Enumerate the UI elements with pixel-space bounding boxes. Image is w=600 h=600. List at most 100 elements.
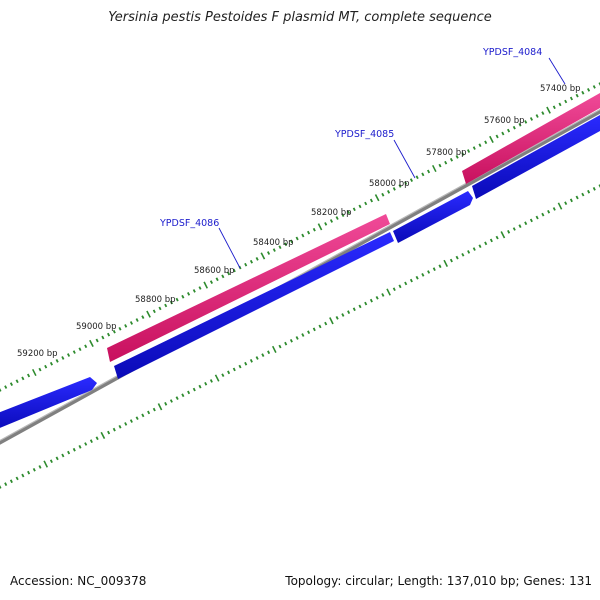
minor-tick bbox=[118, 424, 122, 429]
minor-tick bbox=[181, 294, 185, 299]
minor-tick bbox=[187, 291, 191, 296]
summary-text: Topology: circular; Length: 137,010 bp; … bbox=[285, 574, 592, 588]
minor-tick bbox=[61, 356, 65, 360]
minor-tick bbox=[289, 338, 293, 343]
minor-tick bbox=[375, 295, 379, 300]
minor-tick bbox=[267, 251, 271, 255]
minor-tick bbox=[261, 353, 265, 358]
minor-tick bbox=[575, 93, 579, 98]
minor-tick bbox=[415, 275, 419, 280]
minor-tick bbox=[547, 209, 551, 214]
minor-tick bbox=[461, 152, 465, 156]
minor-tick bbox=[358, 204, 362, 209]
minor-tick bbox=[0, 485, 2, 489]
minor-tick bbox=[232, 268, 236, 273]
minor-tick bbox=[301, 233, 305, 238]
minor-tick bbox=[529, 218, 533, 223]
minor-tick bbox=[135, 318, 139, 322]
major-tick bbox=[100, 431, 106, 439]
minor-tick bbox=[524, 221, 528, 226]
minor-tick bbox=[129, 321, 133, 325]
minor-tick bbox=[324, 321, 328, 326]
minor-tick bbox=[455, 255, 459, 260]
gene-bar-reverse[interactable] bbox=[472, 115, 600, 199]
minor-tick bbox=[312, 327, 316, 332]
minor-tick bbox=[535, 215, 539, 220]
minor-tick bbox=[38, 367, 42, 372]
minor-tick bbox=[495, 134, 499, 139]
minor-tick bbox=[21, 376, 25, 381]
leader-line bbox=[548, 57, 566, 85]
gene-bar-reverse[interactable] bbox=[393, 191, 473, 243]
tick-label: 57400 bp bbox=[540, 84, 581, 94]
gene-label[interactable]: YPDSF_4084 bbox=[482, 47, 542, 58]
tick-label: 59000 bp bbox=[76, 322, 117, 332]
minor-tick bbox=[312, 227, 316, 232]
minor-tick bbox=[472, 146, 476, 150]
minor-tick bbox=[192, 387, 196, 392]
minor-tick bbox=[347, 210, 351, 215]
minor-tick bbox=[95, 338, 99, 343]
minor-tick bbox=[352, 207, 356, 212]
minor-tick bbox=[95, 436, 99, 441]
minor-tick bbox=[255, 356, 259, 360]
major-tick bbox=[500, 231, 506, 239]
minor-tick bbox=[78, 347, 82, 352]
minor-tick bbox=[112, 427, 116, 432]
tick-label: 57600 bp bbox=[484, 116, 525, 126]
major-tick bbox=[317, 223, 323, 231]
major-tick bbox=[214, 374, 220, 382]
inner-ruler bbox=[0, 184, 600, 489]
minor-tick bbox=[592, 187, 596, 191]
minor-tick bbox=[209, 379, 213, 383]
gene-bar-reverse[interactable] bbox=[0, 377, 97, 432]
minor-tick bbox=[27, 373, 31, 378]
minor-tick bbox=[575, 195, 579, 200]
minor-tick bbox=[518, 224, 522, 228]
gene-bar-forward[interactable] bbox=[462, 93, 600, 184]
minor-tick bbox=[129, 419, 133, 423]
minor-tick bbox=[541, 212, 545, 217]
gene-label[interactable]: YPDSF_4086 bbox=[159, 218, 219, 229]
major-tick bbox=[146, 310, 151, 318]
minor-tick bbox=[512, 125, 516, 130]
major-tick bbox=[271, 345, 277, 353]
minor-tick bbox=[61, 453, 65, 458]
minor-tick bbox=[9, 479, 13, 484]
reverse-strand-genes[interactable] bbox=[0, 115, 600, 432]
minor-tick bbox=[158, 306, 162, 311]
minor-tick bbox=[592, 85, 596, 89]
major-tick bbox=[43, 460, 49, 468]
minor-tick bbox=[307, 330, 311, 335]
minor-tick bbox=[152, 407, 156, 412]
minor-tick bbox=[267, 350, 271, 355]
minor-tick bbox=[535, 114, 539, 118]
minor-tick bbox=[232, 367, 236, 372]
minor-tick bbox=[198, 286, 202, 290]
minor-tick bbox=[438, 163, 442, 168]
minor-tick bbox=[118, 326, 122, 331]
tick-label: 58000 bp bbox=[369, 179, 410, 189]
major-tick bbox=[157, 403, 163, 411]
minor-tick bbox=[392, 287, 396, 292]
major-tick bbox=[431, 164, 437, 173]
minor-tick bbox=[421, 272, 425, 277]
minor-tick bbox=[461, 252, 465, 257]
minor-tick bbox=[284, 341, 288, 346]
minor-tick bbox=[4, 385, 8, 389]
minor-tick bbox=[164, 402, 168, 406]
gene-bar-forward[interactable] bbox=[107, 214, 390, 362]
minor-tick bbox=[124, 324, 128, 328]
minor-tick bbox=[587, 87, 591, 92]
gene-label[interactable]: YPDSF_4085 bbox=[334, 129, 394, 140]
minor-tick bbox=[581, 192, 585, 197]
gene-bar-reverse[interactable] bbox=[114, 232, 394, 379]
minor-tick bbox=[335, 216, 339, 220]
minor-tick bbox=[198, 384, 202, 389]
minor-tick bbox=[78, 445, 82, 449]
minor-tick bbox=[301, 333, 305, 337]
major-tick bbox=[546, 106, 551, 114]
minor-tick bbox=[32, 467, 36, 472]
minor-tick bbox=[512, 227, 516, 231]
minor-tick bbox=[564, 201, 568, 206]
